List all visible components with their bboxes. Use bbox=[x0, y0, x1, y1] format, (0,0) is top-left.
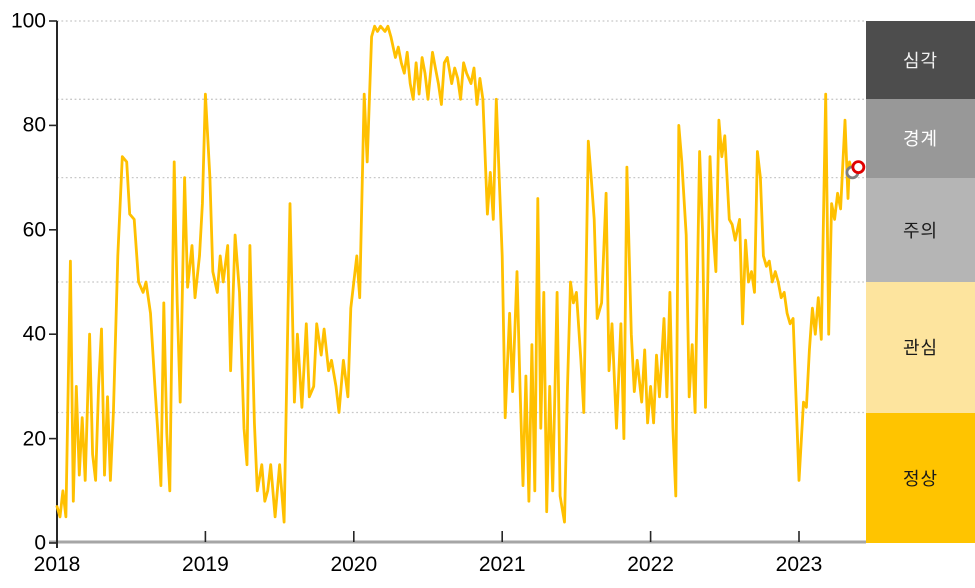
y-tick-label-60: 60 bbox=[22, 218, 46, 242]
y-tick-label-0: 0 bbox=[34, 531, 46, 555]
x-tick-label-2019: 2019 bbox=[182, 553, 229, 576]
y-tick-label-40: 40 bbox=[22, 322, 46, 346]
legend-zone-3: 관심 bbox=[866, 282, 975, 413]
x-tick-label-2018: 2018 bbox=[33, 553, 81, 576]
legend-zone-label: 주의 bbox=[902, 220, 939, 241]
latest-point-marker bbox=[851, 160, 866, 175]
x-tick-label-2023: 2023 bbox=[775, 553, 823, 576]
legend-zone-0: 심각 bbox=[866, 21, 975, 100]
y-tick-label-100: 100 bbox=[10, 9, 46, 33]
x-tick-label-2021: 2021 bbox=[478, 553, 526, 576]
legend-zone-1: 경계 bbox=[866, 99, 975, 178]
y-tick-label-80: 80 bbox=[22, 113, 46, 137]
legend-zone-label: 경계 bbox=[902, 129, 939, 150]
legend-zone-label: 관심 bbox=[902, 338, 939, 359]
x-tick-label-2020: 2020 bbox=[330, 553, 378, 576]
legend-zone-2: 주의 bbox=[866, 177, 975, 282]
risk-index-series-line bbox=[55, 24, 854, 524]
y-tick-label-20: 20 bbox=[22, 427, 46, 451]
legend-zone-4: 정상 bbox=[866, 412, 975, 543]
legend-zone-label: 정상 bbox=[902, 468, 939, 489]
x-tick-label-2022: 2022 bbox=[627, 553, 674, 576]
legend-zone-label: 심각 bbox=[902, 51, 939, 72]
